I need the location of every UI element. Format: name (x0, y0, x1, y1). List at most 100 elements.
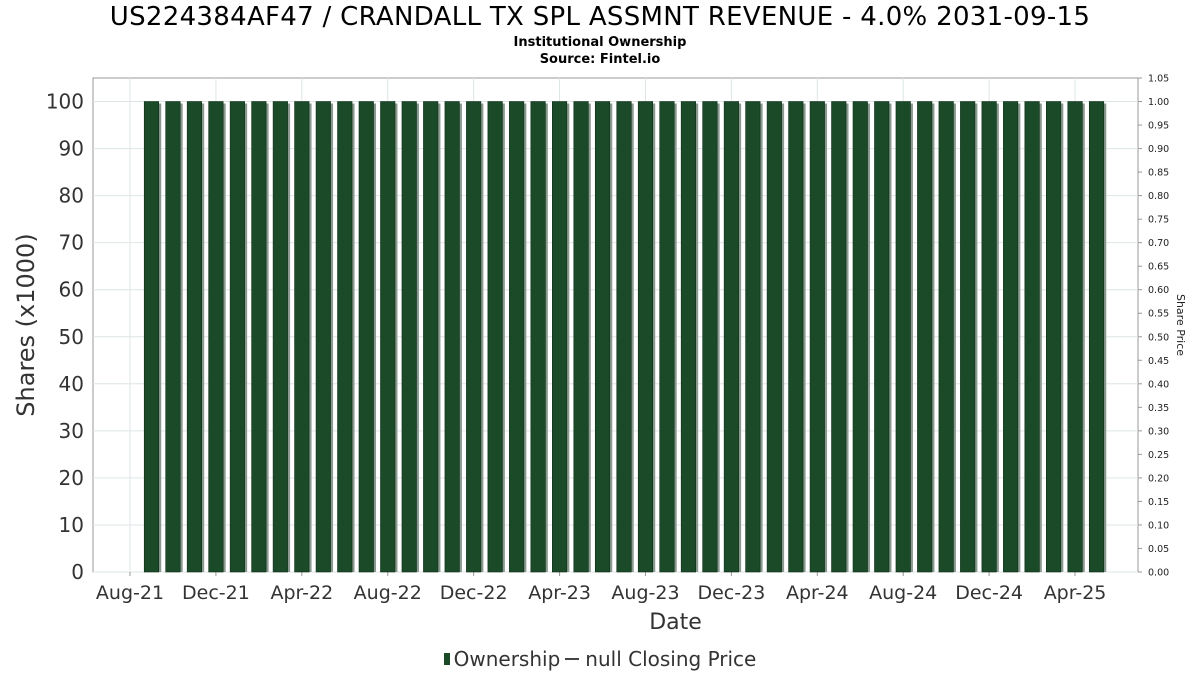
bar (1088, 101, 1105, 573)
y-tick-label: 30 (59, 419, 84, 443)
chart-subtitle: Institutional Ownership (513, 35, 687, 50)
bar (723, 101, 739, 573)
y-tick-label: 40 (59, 372, 84, 396)
x-tick-label: Apr-24 (786, 582, 849, 604)
y-tick-label: 70 (59, 231, 84, 255)
y2-tick-label: 0.30 (1148, 426, 1169, 437)
y2-tick-label: 0.95 (1148, 121, 1169, 132)
y2-tick-label: 0.15 (1148, 497, 1169, 508)
y2-tick-label: 0.90 (1148, 144, 1169, 155)
bar (143, 101, 160, 573)
bar (831, 101, 847, 573)
y2-tick-label: 0.50 (1148, 332, 1169, 343)
bar (272, 101, 288, 573)
y2-tick-label: 0.35 (1148, 403, 1169, 414)
y2-tick-label: 0.00 (1148, 568, 1169, 579)
bar (788, 101, 804, 573)
bar (552, 101, 568, 573)
y-axis-label: Shares (x1000) (12, 233, 40, 416)
y2-tick-label: 0.65 (1148, 262, 1169, 273)
bar (852, 101, 868, 573)
ownership-legend-swatch (443, 653, 450, 665)
bar (358, 101, 374, 573)
y2-tick-label: 0.60 (1148, 285, 1169, 296)
bar (165, 101, 181, 573)
bar (530, 101, 546, 573)
x-axis-label: Date (649, 610, 702, 635)
bar (380, 101, 396, 573)
y2-tick-label: 0.85 (1148, 168, 1169, 179)
bar (229, 101, 245, 573)
bar (208, 101, 224, 573)
bar (401, 101, 417, 573)
bar (1046, 101, 1062, 573)
bar (680, 101, 696, 573)
bar (573, 101, 589, 573)
bar (809, 101, 825, 573)
y-tick-label: 20 (59, 466, 84, 490)
legend: Ownership null Closing Price (0, 647, 1200, 671)
bar (315, 101, 331, 573)
chart-title: US224384AF47 / CRANDALL TX SPL ASSMNT RE… (109, 2, 1091, 32)
x-tick-label: Aug-22 (354, 582, 422, 604)
bar (487, 101, 503, 573)
bar (960, 101, 976, 573)
y-tick-label: 50 (59, 325, 84, 349)
y-tick-label: 0 (71, 560, 84, 584)
legend-ownership-label: Ownership (453, 647, 561, 671)
bar (702, 101, 718, 573)
bar (1003, 101, 1019, 573)
y2-tick-label: 0.25 (1148, 450, 1169, 461)
y2-tick-label: 0.10 (1148, 520, 1169, 531)
bar (1067, 101, 1083, 573)
bar (1024, 101, 1040, 573)
bar (895, 101, 911, 573)
y2-tick-label: 1.00 (1148, 97, 1169, 108)
y2-tick-label: 0.20 (1148, 473, 1169, 484)
bar (251, 101, 267, 573)
closing-price-legend-line (565, 658, 580, 660)
bar (509, 101, 525, 573)
y2-tick-label: 0.80 (1148, 191, 1169, 202)
x-tick-label: Aug-23 (611, 582, 679, 604)
bar (594, 101, 611, 573)
x-tick-label: Dec-23 (697, 582, 765, 604)
bar (337, 101, 353, 573)
bar (466, 101, 482, 573)
x-tick-label: Dec-21 (182, 582, 250, 604)
y2-tick-label: 0.05 (1148, 544, 1169, 555)
chart-source: Source: Fintel.io (539, 52, 661, 67)
y2-tick-label: 1.05 (1148, 74, 1169, 85)
y-tick-label: 90 (59, 137, 84, 161)
y2-tick-label: 0.75 (1148, 215, 1169, 226)
bar (981, 101, 997, 573)
x-tick-label: Dec-24 (955, 582, 1023, 604)
x-tick-label: Apr-25 (1044, 582, 1107, 604)
y-tick-label: 100 (46, 90, 84, 114)
x-tick-label: Apr-23 (528, 582, 591, 604)
bar (766, 101, 782, 573)
bar (444, 101, 460, 573)
y-tick-label: 10 (59, 513, 84, 537)
bar (745, 101, 761, 573)
y2-tick-label: 0.45 (1148, 356, 1169, 367)
bar (659, 101, 675, 573)
bar (917, 101, 933, 573)
bar (874, 101, 890, 573)
plot-frame (92, 77, 1139, 573)
bar (294, 101, 310, 573)
bar (186, 101, 202, 573)
legend-closing-price-label: null Closing Price (585, 647, 757, 671)
x-tick-label: Apr-22 (270, 582, 333, 604)
y-tick-label: 60 (59, 278, 84, 302)
x-tick-label: Aug-24 (869, 582, 937, 604)
bar (637, 101, 654, 573)
y-tick-label: 80 (59, 184, 84, 208)
bar (616, 101, 632, 573)
bar (938, 101, 954, 573)
y2-tick-label: 0.40 (1148, 379, 1169, 390)
y2-tick-label: 0.55 (1148, 309, 1169, 320)
y2-axis-label: Share Price (1174, 294, 1187, 356)
x-tick-label: Dec-22 (440, 582, 508, 604)
